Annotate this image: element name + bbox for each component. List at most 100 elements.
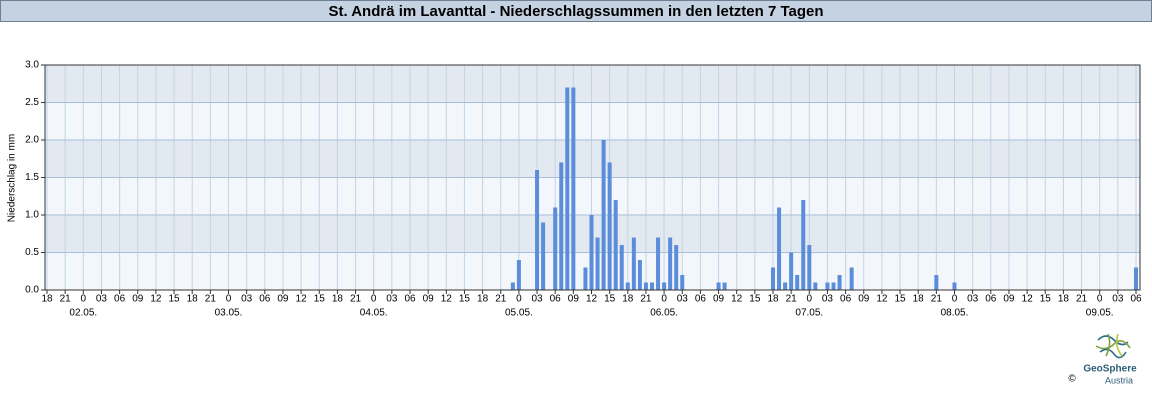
x-tick-label: 06	[550, 294, 562, 305]
x-tick-label: 15	[314, 294, 326, 305]
bar	[777, 207, 782, 290]
bar	[825, 282, 830, 290]
x-tick-label: 12	[876, 294, 888, 305]
date-label: 06.05.	[650, 308, 678, 319]
bar	[813, 282, 818, 290]
x-tick-label: 06	[404, 294, 416, 305]
x-tick-label: 06	[1130, 294, 1142, 305]
y-tick-label: 0.5	[25, 247, 39, 258]
x-tick-label: 0	[1097, 294, 1103, 305]
date-label: 07.05.	[795, 308, 823, 319]
bar	[643, 282, 648, 290]
x-tick-label: 06	[259, 294, 271, 305]
x-tick-label: 03	[677, 294, 689, 305]
x-tick-label: 06	[114, 294, 126, 305]
x-tick-label: 0	[952, 294, 958, 305]
bar	[607, 162, 612, 290]
bar	[789, 252, 794, 290]
bar	[716, 282, 721, 290]
x-tick-label: 12	[296, 294, 308, 305]
y-tick-label: 1.0	[25, 210, 39, 221]
x-tick-label: 09	[858, 294, 870, 305]
x-tick-label: 15	[749, 294, 761, 305]
bar	[771, 267, 775, 290]
x-tick-label: 18	[41, 294, 53, 305]
x-tick-label: 15	[604, 294, 616, 305]
x-tick-label: 06	[985, 294, 997, 305]
x-tick-label: 03	[1112, 294, 1124, 305]
date-label: 02.05.	[69, 308, 97, 319]
x-tick-label: 18	[477, 294, 489, 305]
x-tick-label: 12	[150, 294, 162, 305]
x-tick-label: 12	[441, 294, 453, 305]
bar	[801, 200, 806, 290]
x-tick-label: 09	[713, 294, 725, 305]
x-tick-label: 09	[132, 294, 144, 305]
bar	[662, 282, 667, 290]
x-tick-label: 21	[495, 294, 507, 305]
x-tick-label: 0	[661, 294, 667, 305]
bar	[656, 237, 661, 290]
x-tick-label: 12	[1022, 294, 1034, 305]
plot-band	[45, 140, 1140, 178]
bar	[559, 162, 564, 290]
x-tick-label: 0	[81, 294, 87, 305]
x-tick-label: 15	[1040, 294, 1052, 305]
plot-band	[45, 177, 1140, 215]
plot-band	[45, 65, 1140, 103]
x-tick-label: 09	[423, 294, 435, 305]
bar	[783, 282, 788, 290]
bar	[619, 245, 624, 290]
x-tick-label: 21	[60, 294, 72, 305]
x-tick-label: 18	[1058, 294, 1070, 305]
plot-frame	[44, 64, 1141, 291]
x-tick-label: 0	[807, 294, 813, 305]
bar	[668, 237, 673, 290]
logo-sub: Austria	[1105, 375, 1133, 385]
bar	[807, 245, 812, 290]
x-tick-label: 09	[1003, 294, 1015, 305]
x-tick-label: 09	[277, 294, 289, 305]
bar	[571, 87, 576, 290]
plot-band	[45, 102, 1140, 140]
logo-icon	[1095, 333, 1131, 359]
bar	[637, 260, 642, 290]
bar	[553, 207, 558, 290]
chart-title: St. Andrä im Lavanttal - Niederschlagssu…	[328, 3, 823, 20]
x-tick-label: 0	[371, 294, 377, 305]
bar	[1134, 267, 1138, 290]
bar	[541, 222, 546, 290]
bar	[952, 282, 957, 290]
bar	[516, 260, 521, 290]
x-tick-label: 03	[967, 294, 979, 305]
x-tick-label: 0	[226, 294, 232, 305]
copyright: ©	[1068, 374, 1076, 385]
bar	[565, 87, 570, 290]
y-tick-label: 3.0	[25, 60, 39, 71]
x-tick-label: 21	[640, 294, 652, 305]
date-label: 04.05.	[360, 308, 388, 319]
x-tick-label: 21	[350, 294, 362, 305]
x-tick-label: 18	[332, 294, 344, 305]
x-tick-label: 21	[786, 294, 798, 305]
date-label: 08.05.	[941, 308, 969, 319]
x-tick-label: 12	[731, 294, 743, 305]
bar	[831, 282, 836, 290]
bar	[583, 267, 588, 290]
x-tick-label: 18	[622, 294, 634, 305]
x-tick-label: 12	[586, 294, 598, 305]
x-tick-label: 09	[568, 294, 580, 305]
date-label: 05.05.	[505, 308, 533, 319]
x-tick-label: 15	[168, 294, 180, 305]
bar	[837, 275, 842, 290]
y-tick-label: 2.0	[25, 135, 39, 146]
x-tick-label: 06	[840, 294, 852, 305]
bar	[595, 237, 600, 290]
bar	[680, 275, 685, 290]
x-tick-label: 18	[767, 294, 779, 305]
bar	[601, 140, 606, 290]
x-tick-label: 21	[205, 294, 217, 305]
bar	[510, 282, 515, 290]
x-tick-label: 06	[695, 294, 707, 305]
bar	[613, 200, 618, 290]
